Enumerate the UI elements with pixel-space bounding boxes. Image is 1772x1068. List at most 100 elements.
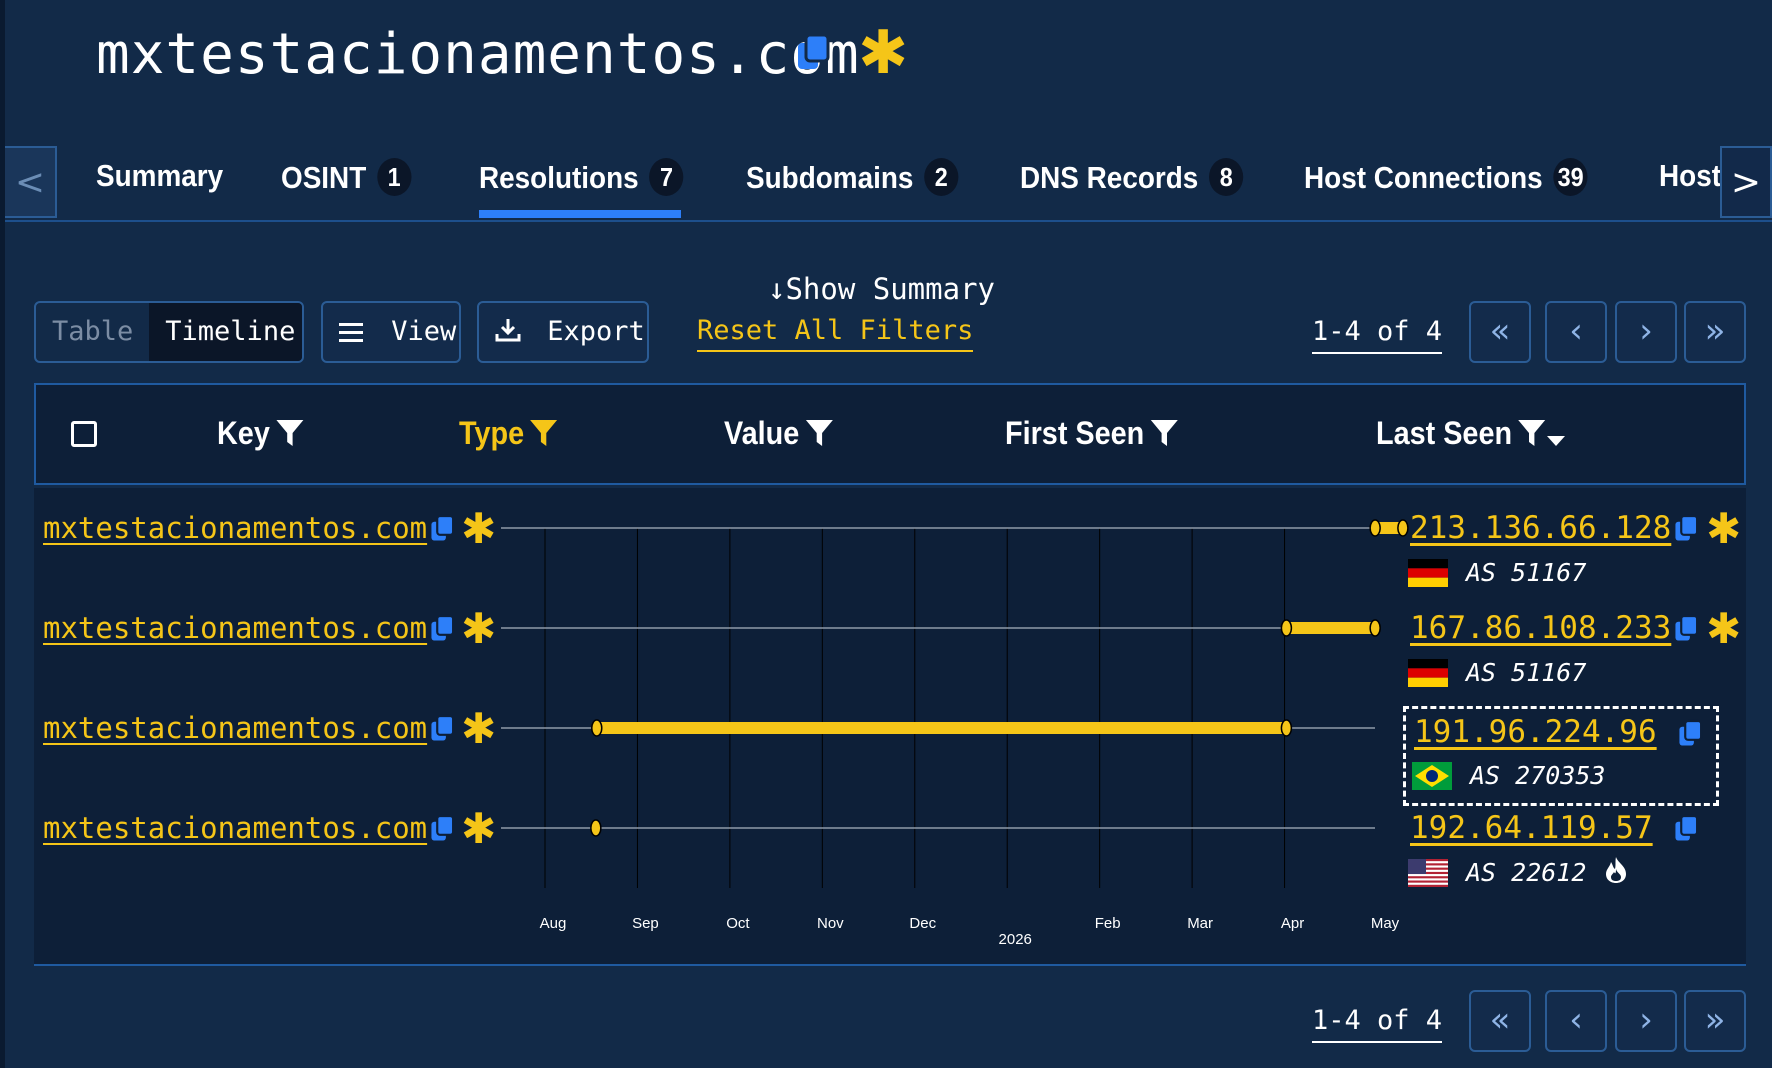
- copy-icon[interactable]: [1678, 719, 1704, 753]
- copy-icon[interactable]: [1674, 614, 1700, 648]
- tab-scroll-right-button[interactable]: >: [1720, 146, 1772, 218]
- first-page-button[interactable]: «: [1469, 990, 1531, 1052]
- first-seen-marker: [590, 819, 602, 837]
- timeline-view-button[interactable]: Timeline: [149, 303, 302, 361]
- timeline-table: Aug Sep Oct Nov Dec 2026 Feb Mar Apr May mxtestac…: [34, 488, 1746, 966]
- copy-icon[interactable]: [796, 33, 832, 77]
- month-tick-label: 2026: [999, 931, 1032, 948]
- asn-label: AS 22612: [1466, 858, 1587, 887]
- copy-icon[interactable]: [430, 514, 456, 548]
- sort-desc-icon[interactable]: [1546, 434, 1566, 448]
- export-button[interactable]: Export: [477, 301, 649, 363]
- ip-link[interactable]: 167.86.108.233: [1410, 610, 1672, 646]
- filter-icon[interactable]: [275, 418, 304, 448]
- month-tick-label: Oct: [726, 915, 750, 932]
- tab-host[interactable]: Host: [1659, 158, 1721, 218]
- ip-link[interactable]: 213.136.66.128: [1410, 510, 1672, 546]
- tab-summary[interactable]: Summary: [96, 158, 223, 218]
- table-view-button[interactable]: Table: [52, 316, 134, 347]
- month-tick-label: Sep: [632, 915, 659, 932]
- count-badge: 2: [924, 158, 959, 196]
- count-badge: 8: [1209, 158, 1244, 196]
- month-tick-label: Aug: [540, 915, 567, 932]
- column-header-last-seen[interactable]: Last Seen: [1376, 415, 1566, 452]
- column-label: Last Seen: [1376, 415, 1513, 451]
- germany-flag-icon: [1408, 559, 1448, 587]
- row-key-link[interactable]: mxtestacionamentos.com: [43, 511, 428, 545]
- tab-label: Subdomains: [746, 160, 914, 195]
- filter-icon[interactable]: [805, 418, 834, 448]
- usa-flag-icon: [1408, 859, 1448, 887]
- download-icon: [495, 316, 521, 347]
- last-page-button[interactable]: »: [1684, 990, 1746, 1052]
- show-summary-label: Show Summary: [785, 272, 995, 306]
- germany-flag-icon: [1408, 659, 1448, 687]
- tab-host-connections[interactable]: Host Connections 39: [1304, 158, 1588, 218]
- month-tick-label: Feb: [1095, 915, 1121, 932]
- star-icon[interactable]: ✱: [1706, 604, 1742, 653]
- next-page-button[interactable]: ›: [1615, 990, 1677, 1052]
- copy-icon[interactable]: [1674, 814, 1700, 848]
- row-key-link[interactable]: mxtestacionamentos.com: [43, 711, 428, 745]
- prev-page-button[interactable]: ‹: [1545, 990, 1607, 1052]
- star-icon[interactable]: ✱: [461, 604, 497, 653]
- column-header-first-seen[interactable]: First Seen: [1005, 415, 1178, 452]
- month-tick-label: May: [1371, 915, 1400, 932]
- tab-osint[interactable]: OSINT 1: [281, 158, 412, 218]
- tab-label: DNS Records: [1020, 160, 1199, 195]
- last-seen-marker: [1397, 519, 1409, 537]
- prev-page-button[interactable]: ‹: [1545, 301, 1607, 363]
- copy-icon[interactable]: [1674, 514, 1700, 548]
- tab-dns-records[interactable]: DNS Records 8: [1020, 158, 1244, 218]
- menu-icon: [339, 316, 365, 347]
- tab-label: Host: [1659, 158, 1722, 193]
- last-page-button[interactable]: »: [1684, 301, 1746, 363]
- export-label: Export: [547, 316, 645, 347]
- column-header-key[interactable]: Key: [217, 415, 304, 452]
- filter-icon[interactable]: [529, 418, 558, 448]
- select-all-checkbox[interactable]: [71, 421, 97, 447]
- copy-icon[interactable]: [430, 614, 456, 648]
- star-icon[interactable]: ✱: [1706, 504, 1742, 553]
- resolution-span-bar: [1286, 622, 1376, 634]
- star-icon[interactable]: ✱: [858, 18, 909, 88]
- column-header-value[interactable]: Value: [724, 415, 833, 452]
- row-key-link[interactable]: mxtestacionamentos.com: [43, 611, 428, 645]
- copy-icon[interactable]: [430, 714, 456, 748]
- tab-label: Resolutions: [479, 160, 639, 195]
- first-seen-marker: [1280, 619, 1293, 637]
- star-icon[interactable]: ✱: [461, 704, 497, 753]
- column-label: Type: [459, 415, 525, 451]
- resolution-span-bar: [596, 722, 1287, 734]
- view-mode-toggle: Table Timeline: [34, 301, 304, 363]
- ip-link[interactable]: 191.96.224.96: [1414, 714, 1657, 750]
- result-count: 1-4 of 4: [1312, 1005, 1443, 1043]
- fire-icon: [1606, 857, 1626, 883]
- tab-resolutions[interactable]: Resolutions 7: [479, 158, 684, 218]
- star-icon[interactable]: ✱: [461, 504, 497, 553]
- reset-filters-link[interactable]: Reset All Filters: [697, 315, 974, 352]
- ip-link[interactable]: 192.64.119.57: [1410, 810, 1653, 846]
- month-tick-label: Apr: [1281, 915, 1304, 932]
- filter-icon[interactable]: [1150, 418, 1179, 448]
- first-seen-marker: [591, 719, 603, 737]
- count-badge: 1: [377, 158, 412, 196]
- tab-label: Host Connections: [1304, 160, 1543, 195]
- copy-icon[interactable]: [430, 814, 456, 848]
- highlighted-cell: [1403, 706, 1719, 806]
- month-tick-label: Mar: [1187, 915, 1213, 932]
- tab-scroll-left-button[interactable]: <: [5, 146, 57, 218]
- show-summary-toggle[interactable]: ↓Show Summary: [768, 272, 995, 306]
- first-page-button[interactable]: «: [1469, 301, 1531, 363]
- next-page-button[interactable]: ›: [1615, 301, 1677, 363]
- first-seen-marker: [1369, 519, 1381, 537]
- view-button[interactable]: View: [321, 301, 461, 363]
- filter-icon[interactable]: [1517, 418, 1546, 448]
- row-key-link[interactable]: mxtestacionamentos.com: [43, 811, 428, 845]
- asn-label: AS 51167: [1466, 558, 1587, 587]
- arrow-down-icon: ↓: [768, 272, 786, 306]
- column-header-type[interactable]: Type: [459, 415, 558, 452]
- month-tick-label: Dec: [909, 915, 936, 932]
- star-icon[interactable]: ✱: [461, 804, 497, 853]
- tab-subdomains[interactable]: Subdomains 2: [746, 158, 959, 218]
